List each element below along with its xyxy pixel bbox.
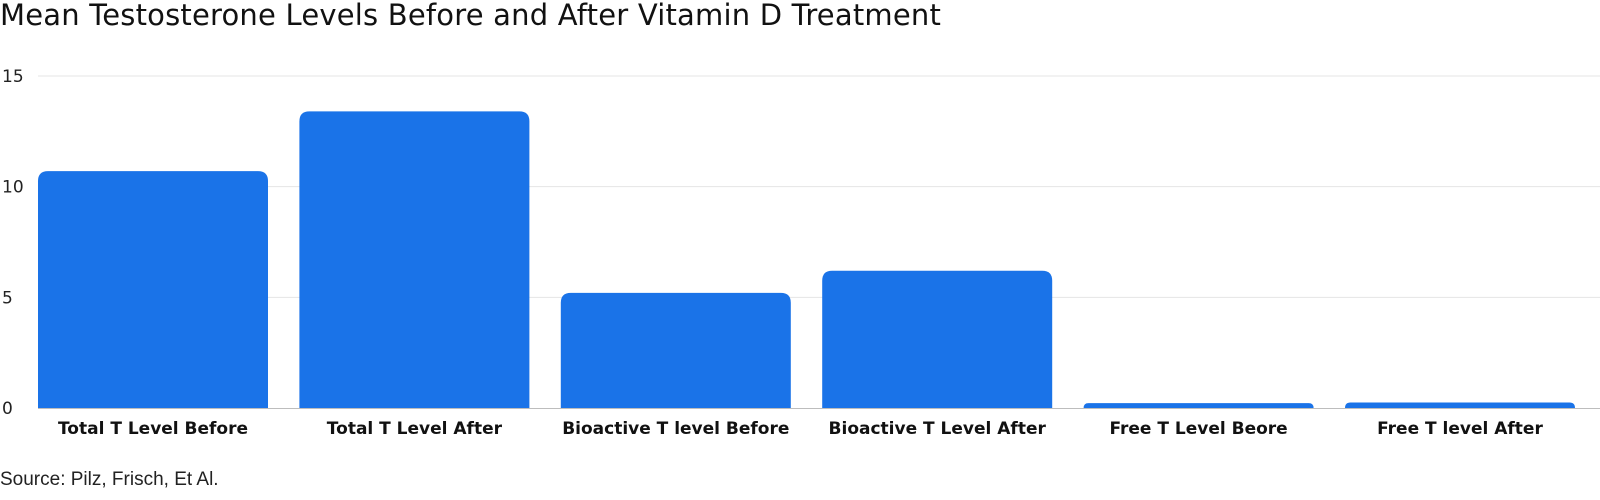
source-note: Source: Pilz, Frisch, Et Al. xyxy=(0,469,219,490)
bar-5 xyxy=(1083,403,1314,408)
bar-1 xyxy=(38,171,268,408)
x-tick-label: Total T Level Before xyxy=(58,419,248,439)
bar-2 xyxy=(299,111,530,408)
bar-4 xyxy=(822,270,1053,408)
y-tick-label: 10 xyxy=(2,178,24,198)
x-tick-label: Bioactive T level Before xyxy=(562,419,789,439)
chart-title: Mean Testosterone Levels Before and Afte… xyxy=(0,0,942,32)
x-tick-label: Free T Level Beore xyxy=(1109,419,1287,439)
y-axis-tick-labels: 0 5 10 15 xyxy=(2,67,24,419)
x-axis-tick-labels: Total T Level Before Total T Level After B… xyxy=(58,419,1544,439)
y-tick-label: 15 xyxy=(2,67,24,87)
x-tick-label: Total T Level After xyxy=(327,419,503,439)
gridlines xyxy=(38,75,1600,298)
y-tick-label: 0 xyxy=(2,399,13,419)
y-tick-label: 5 xyxy=(2,288,13,308)
bars xyxy=(38,111,1575,408)
bar-6 xyxy=(1345,402,1575,408)
bar-3 xyxy=(560,292,791,408)
x-tick-label: Bioactive T Level After xyxy=(829,419,1047,439)
x-tick-label: Free T level After xyxy=(1377,419,1543,439)
